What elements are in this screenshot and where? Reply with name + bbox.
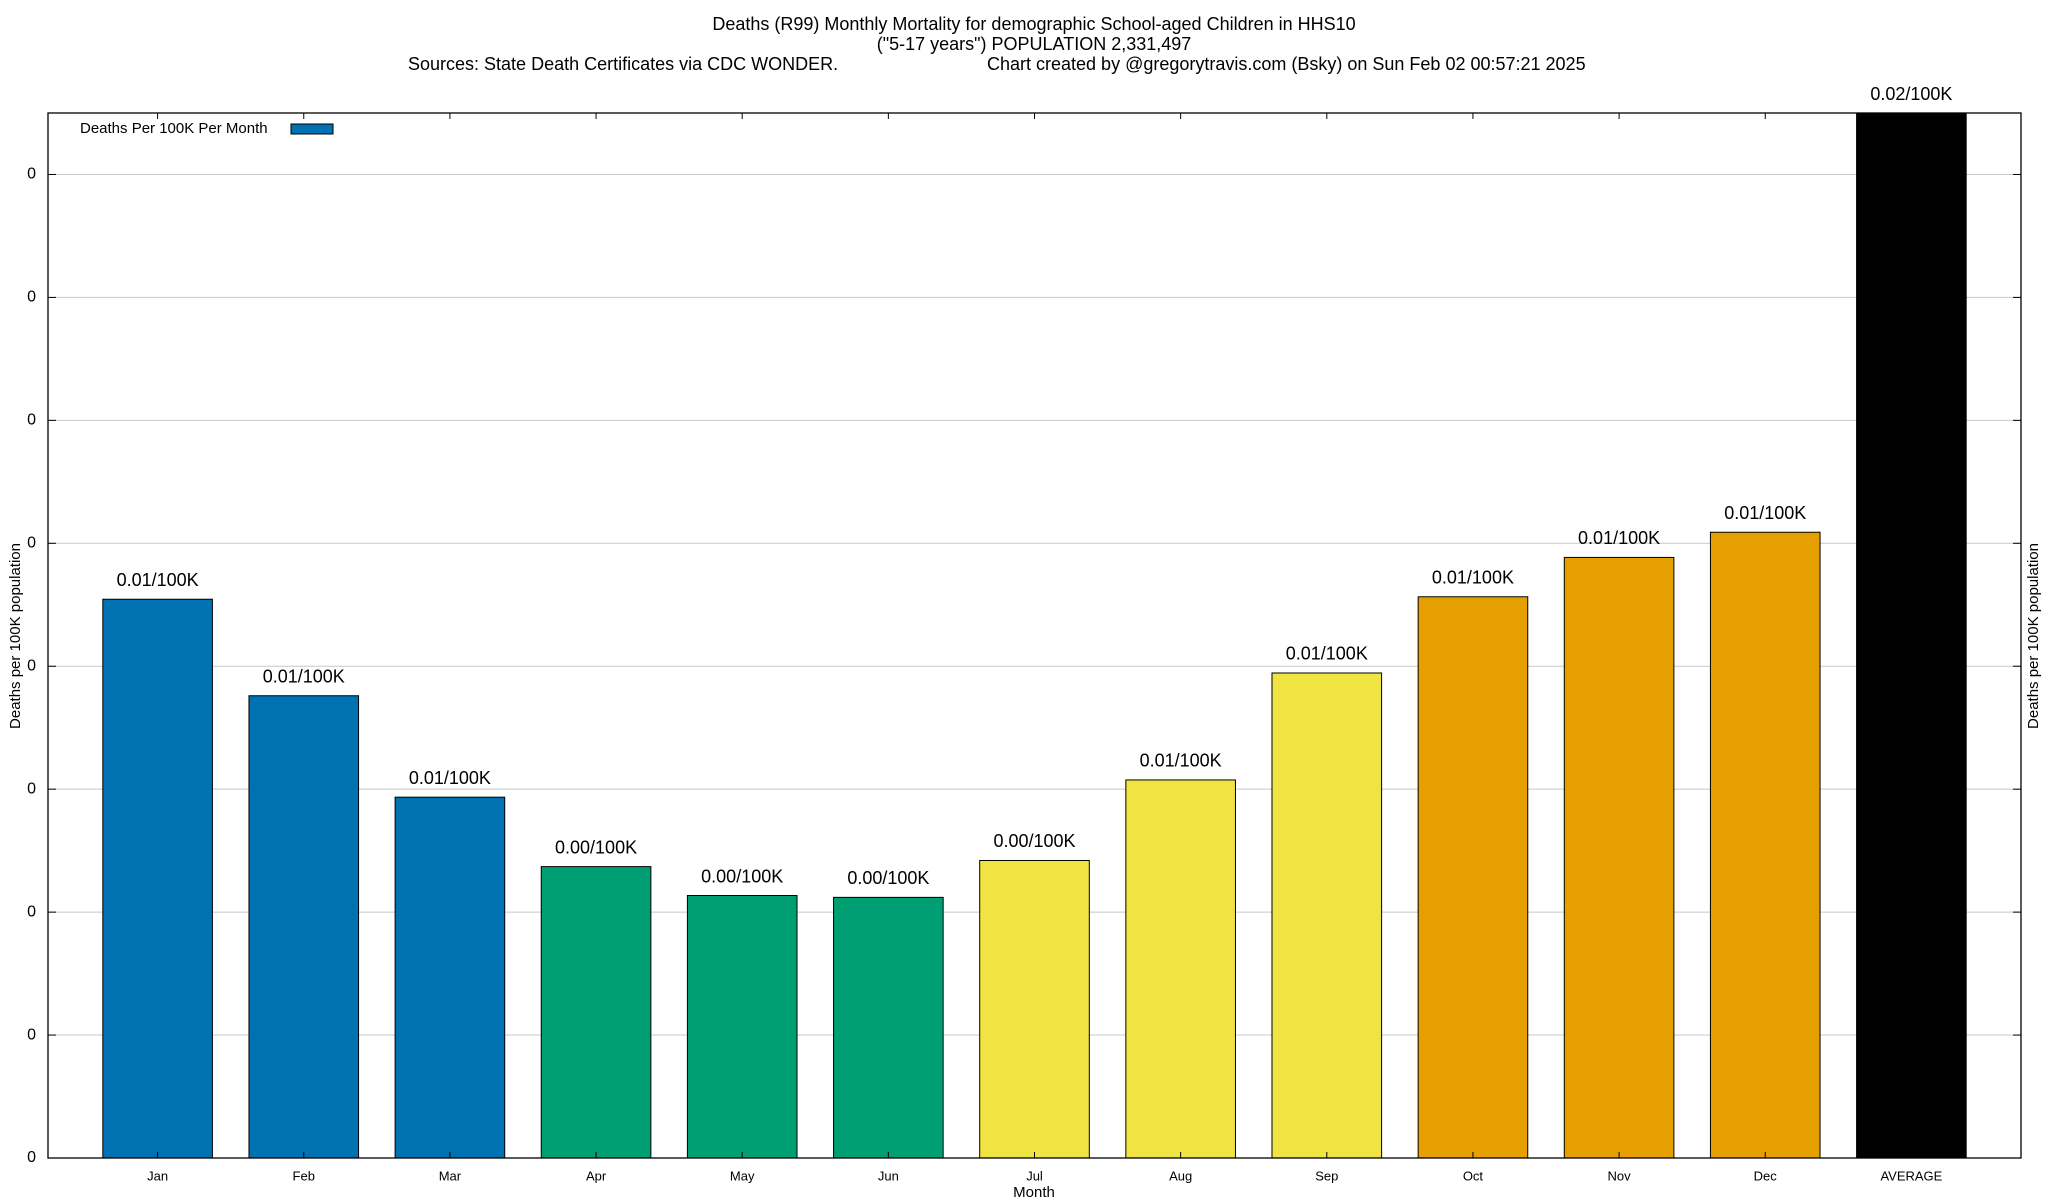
legend-swatch [290,123,334,135]
x-tick-label: Nov [1608,1168,1632,1183]
y-tick-label: 0 [27,412,36,429]
bar [394,796,506,1158]
y-tick-label: 0 [27,780,36,797]
value-label: 0.00/100K [701,866,783,886]
value-label: 0.01/100K [263,666,345,686]
x-tick-label: Sep [1315,1168,1338,1183]
x-tick-label: Mar [439,1168,462,1183]
y-tick-label: 0 [27,1149,36,1166]
y-tick-label: 0 [27,1026,36,1043]
x-tick-label: Jul [1026,1168,1043,1183]
x-axis-label: Month [1013,1184,1055,1200]
bar [1563,556,1675,1158]
legend-label: Deaths Per 100K Per Month [80,120,268,137]
chart-subtitle: ("5-17 years") POPULATION 2,331,497 [877,34,1192,54]
bar [1271,672,1383,1158]
x-tick-label: AVERAGE [1880,1168,1942,1183]
value-label: 0.01/100K [1578,528,1660,548]
value-label: 0.01/100K [1286,644,1368,664]
value-label: 0.01/100K [1432,568,1514,588]
bar [1125,779,1236,1158]
x-tick-label: Feb [293,1168,315,1183]
plot-frame [47,112,2022,1159]
x-tick-label: Jun [878,1168,899,1183]
value-label: 0.01/100K [409,768,491,788]
x-tick-label: Aug [1169,1168,1192,1183]
chart-title: Deaths (R99) Monthly Mortality for demog… [712,14,1355,34]
bar [1856,113,1967,1158]
bar [102,598,213,1158]
bar [540,866,652,1158]
bar [248,695,360,1158]
value-label: 0.01/100K [1724,503,1806,523]
plot: 0 0 0 0 0 0 0 0 0 Jan Feb Mar Apr May Jun Jul Aug Sep Oct N… [27,84,2021,1183]
y2-axis-label: Deaths per 100K population [2025,543,2042,729]
x-tick-label: Oct [1463,1168,1484,1183]
x-tick-label: Jan [147,1168,168,1183]
x-tick-label: Apr [586,1168,607,1183]
value-label: 0.01/100K [1140,751,1222,771]
y-tick-label: 0 [27,166,36,183]
value-label: 0.00/100K [555,837,637,857]
value-label: 0.00/100K [993,831,1075,851]
value-label: 0.01/100K [117,570,199,590]
y-tick-label: 0 [27,289,36,306]
bar [833,896,944,1158]
bar [1709,531,1821,1158]
value-label: 0.02/100K [1870,84,1952,104]
sources: Sources: State Death Certificates via CD… [408,54,838,74]
x-tick-label: Dec [1754,1168,1778,1183]
y-tick-label: 0 [27,535,36,552]
x-tick-label: May [730,1168,755,1183]
y-axis-label: Deaths per 100K population [7,543,24,729]
y-tick-label: 0 [27,903,36,920]
value-label: 0.00/100K [847,868,929,888]
credit: Chart created by @gregorytravis.com (Bsk… [987,54,1586,74]
bars [102,113,1967,1158]
bar [1417,596,1529,1158]
bar [686,895,798,1158]
y-tick-label: 0 [27,657,36,674]
bar [979,859,1090,1158]
